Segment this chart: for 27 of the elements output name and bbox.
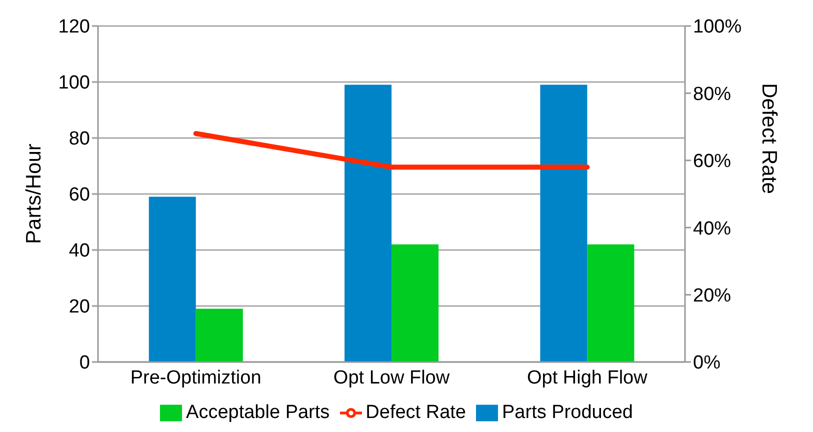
legend-label: Parts Produced (502, 402, 633, 423)
y2-axis-title: Defect Rate (758, 83, 781, 194)
bar (587, 244, 634, 362)
bar (344, 84, 392, 362)
y-tick-label: 80 (68, 128, 90, 150)
x-tick-label: Pre-Optimiztion (130, 367, 262, 388)
y2-tick-label: 100% (693, 16, 742, 38)
y2-tick-label: 60% (693, 151, 732, 172)
bar (540, 84, 588, 362)
y-tick-label: 120 (58, 16, 90, 38)
y-tick-label: 20 (68, 296, 90, 318)
y-tick-label: 0 (79, 352, 90, 374)
bar (392, 244, 439, 362)
y2-tick-label: 80% (693, 84, 732, 105)
y2-tick-label: 40% (693, 218, 732, 240)
legend-label: Defect Rate (366, 402, 466, 423)
y-tick-label: 40 (68, 240, 90, 262)
y2-tick-label: 20% (693, 286, 732, 307)
y-tick-label: 60 (68, 184, 90, 206)
y2-tick-label: 0% (693, 352, 721, 374)
bar (148, 196, 196, 362)
legend-label: Acceptable Parts (186, 402, 330, 423)
x-tick-label: Opt High Flow (526, 367, 648, 388)
y-axis-title: Parts/Hour (22, 144, 46, 244)
x-tick-label: Opt Low Flow (333, 367, 450, 388)
bar (196, 308, 243, 362)
y-tick-label: 100 (58, 72, 90, 94)
